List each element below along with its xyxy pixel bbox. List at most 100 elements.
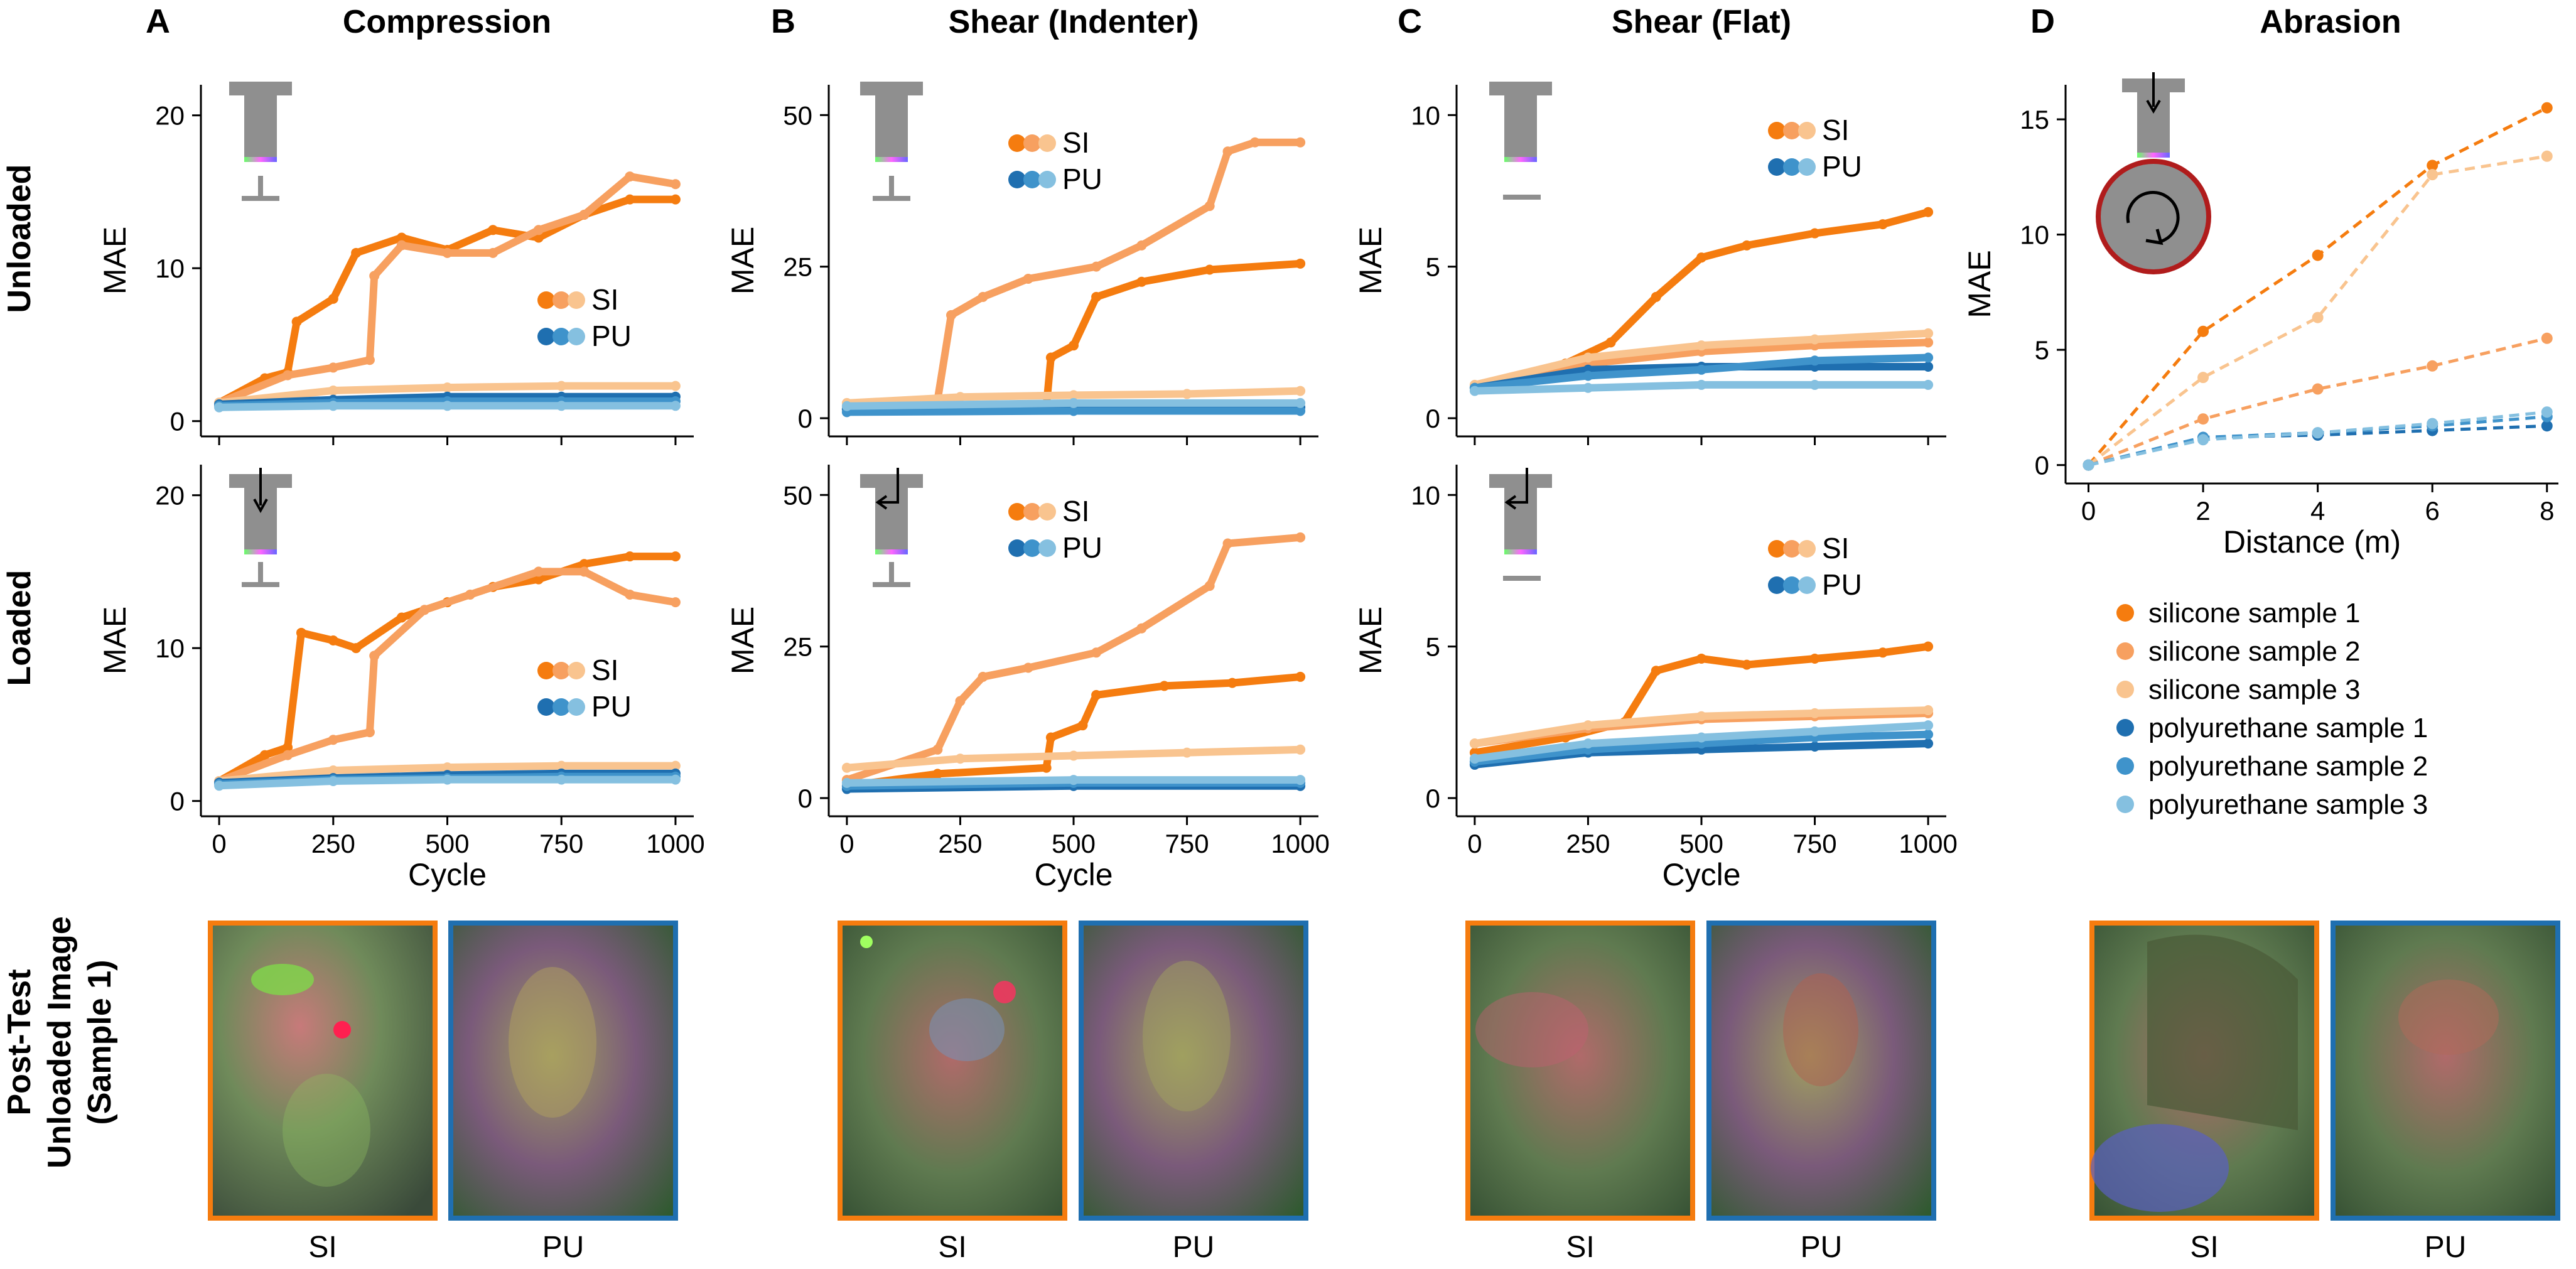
data-point xyxy=(419,605,430,615)
y-tick-label: 0 xyxy=(1426,404,1440,433)
data-point xyxy=(1204,264,1215,275)
data-point xyxy=(328,385,338,396)
x-axis-label: Cycle xyxy=(1662,857,1740,892)
x-tick-label: 500 xyxy=(1679,829,1723,858)
data-point xyxy=(396,232,407,243)
legend-marker-si xyxy=(1768,540,1786,558)
data-point xyxy=(465,589,475,600)
data-point xyxy=(364,727,375,738)
data-point xyxy=(2197,372,2209,384)
data-point xyxy=(1091,647,1102,658)
legend-label: silicone sample 1 xyxy=(2148,598,2361,629)
data-point xyxy=(1877,647,1888,658)
y-tick-label: 20 xyxy=(155,101,185,131)
data-point xyxy=(1091,689,1102,700)
data-point xyxy=(2541,102,2553,114)
data-point xyxy=(670,774,681,785)
x-tick-label: 750 xyxy=(539,829,583,858)
y-tick-label: 10 xyxy=(155,634,185,663)
series-polyurethane-sample-3 xyxy=(841,397,1306,411)
series-silicone-sample-3 xyxy=(1469,705,1934,749)
data-point xyxy=(1077,720,1088,731)
data-point xyxy=(978,671,988,682)
data-point xyxy=(1809,334,1820,345)
data-point xyxy=(1923,738,1934,749)
post-test-label-compression-pu: PU xyxy=(542,1231,585,1264)
small-legend: SI PU xyxy=(1008,495,1102,564)
legend-marker-pu xyxy=(568,698,585,716)
data-point xyxy=(556,381,567,391)
series-trace xyxy=(843,259,1305,413)
x-tick-label: 0 xyxy=(2081,496,2096,526)
data-point xyxy=(1295,532,1306,543)
data-point xyxy=(1295,137,1306,148)
y-axis-label: MAE xyxy=(1353,227,1388,294)
legend-marker-si xyxy=(1038,503,1056,521)
panel-title-c: Shear (Flat) xyxy=(1612,4,1791,40)
data-point xyxy=(1696,364,1706,375)
data-point xyxy=(670,551,681,562)
indenter-schematic-shear-flat-unloaded xyxy=(1489,82,1552,200)
data-point xyxy=(2427,169,2439,181)
legend-marker-si xyxy=(1798,122,1816,139)
data-point xyxy=(442,401,453,411)
legend-label-pu: PU xyxy=(1822,568,1862,601)
data-point xyxy=(1923,207,1934,217)
post-test-label-compression-si: SI xyxy=(308,1231,337,1264)
legend-marker-pu xyxy=(1038,539,1056,557)
series-polyurethane-sample-2 xyxy=(1469,352,1934,393)
y-axis-label: MAE xyxy=(725,227,760,294)
post-test-image-compression-si xyxy=(208,921,438,1221)
legend-marker xyxy=(2116,796,2134,813)
data-point xyxy=(328,362,338,373)
data-point xyxy=(955,696,966,706)
data-point xyxy=(1923,379,1934,390)
post-test-images: SI PU SI PU SI PU xyxy=(208,921,2560,1264)
legend-marker-si xyxy=(568,291,585,309)
data-point xyxy=(442,774,453,785)
data-point xyxy=(328,765,338,775)
post-test-image-abrasion-pu xyxy=(2331,921,2560,1221)
data-point xyxy=(1295,397,1306,408)
chart-shear-flat-unloaded: 0 5 10 MAE xyxy=(1353,85,1946,445)
data-point xyxy=(328,401,338,411)
legend-marker xyxy=(2116,719,2134,737)
data-point xyxy=(283,370,293,381)
legend-label: silicone sample 2 xyxy=(2148,636,2361,667)
legend-marker-si xyxy=(552,662,570,679)
x-tick-label: 0 xyxy=(1467,829,1482,858)
y-tick-label: 15 xyxy=(2020,105,2049,134)
legend-marker-si xyxy=(1783,122,1801,139)
data-point xyxy=(1182,747,1192,758)
data-point xyxy=(1249,137,1260,148)
data-point xyxy=(533,574,544,585)
data-point xyxy=(291,316,302,327)
data-point xyxy=(670,597,681,608)
data-point xyxy=(488,247,498,258)
data-point xyxy=(1295,744,1306,755)
y-axis-label: MAE xyxy=(725,607,760,674)
data-point xyxy=(2427,360,2439,372)
data-point xyxy=(1583,370,1593,381)
data-point xyxy=(369,651,380,661)
panel-title-b: Shear (Indenter) xyxy=(949,4,1199,40)
y-tick-label: 0 xyxy=(798,404,812,433)
series-trace xyxy=(215,173,679,407)
y-tick-label: 0 xyxy=(1426,784,1440,813)
data-point xyxy=(1091,291,1102,302)
x-tick-label: 0 xyxy=(212,829,226,858)
data-point xyxy=(932,744,943,755)
data-point xyxy=(283,750,293,760)
data-point xyxy=(1923,361,1934,372)
legend-marker xyxy=(2116,757,2134,775)
data-point xyxy=(2197,413,2209,425)
data-point xyxy=(625,171,635,182)
data-point xyxy=(2541,332,2553,344)
x-tick-label: 4 xyxy=(2310,496,2325,526)
legend-marker-si xyxy=(1798,540,1816,558)
legend-marker-si xyxy=(1023,134,1041,152)
y-tick-label: 10 xyxy=(1411,480,1440,510)
post-test-image-abrasion-si xyxy=(2089,921,2319,1221)
legend-label-si: SI xyxy=(591,654,618,686)
y-axis-label: MAE xyxy=(97,227,132,294)
